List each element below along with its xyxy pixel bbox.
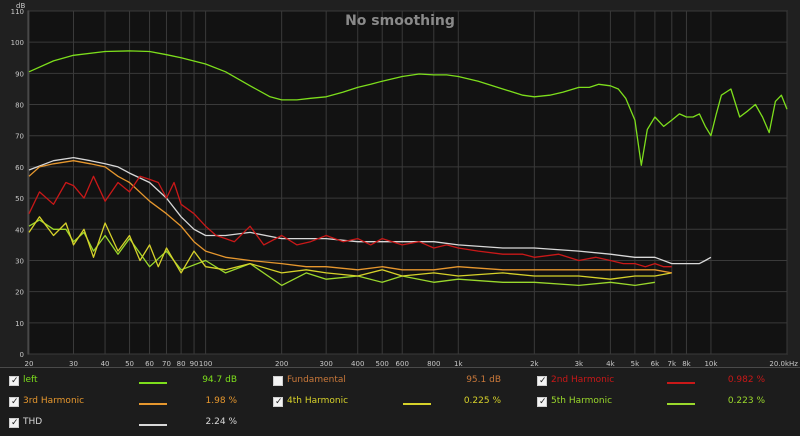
legend-item-5th-harmonic[interactable]: ✓ 5th Harmonic 0.223 %: [537, 394, 765, 412]
legend-label-2nd-harmonic: 2nd Harmonic: [551, 375, 615, 385]
series-line-left: [28, 50, 788, 166]
legend-checkbox-left[interactable]: ✓: [9, 376, 19, 386]
y-tick-label: 110: [11, 8, 24, 16]
legend-swatch-2nd-harmonic: [667, 382, 695, 384]
x-axis-unit-label: Hz: [789, 360, 798, 366]
legend-value-fundamental: 95.1 dB: [466, 375, 501, 385]
check-icon: ✓: [11, 376, 19, 386]
x-tick-label: 30: [69, 360, 78, 366]
legend-swatch-3rd-harmonic: [139, 403, 167, 405]
legend-item-2nd-harmonic[interactable]: ✓ 2nd Harmonic 0.982 %: [537, 373, 765, 391]
frequency-response-chart: No smoothing dB Hz 010203040506070809010…: [10, 2, 799, 366]
y-tick-label: 70: [15, 133, 24, 141]
legend-checkbox-5th-harmonic[interactable]: ✓: [537, 397, 547, 407]
x-tick-label: 1k: [454, 360, 463, 366]
legend-value-4th-harmonic: 0.225 %: [463, 396, 501, 406]
legend-value-5th-harmonic: 0.223 %: [727, 396, 765, 406]
legend-label-left: left: [23, 375, 38, 385]
check-icon: ✓: [275, 397, 283, 407]
legend-label-4th-harmonic: 4th Harmonic: [287, 396, 349, 406]
legend-label-thd: THD: [23, 417, 43, 427]
x-tick-label: 70: [162, 360, 171, 366]
check-icon: ✓: [11, 397, 19, 407]
x-tick-label: 20: [25, 360, 34, 366]
x-tick-label: 10k: [704, 360, 718, 366]
legend-checkbox-3rd-harmonic[interactable]: ✓: [9, 397, 19, 407]
series-line-thd: [28, 156, 712, 265]
x-tick-label: 8k: [682, 360, 691, 366]
x-tick-label: 800: [427, 360, 440, 366]
x-tick-label: 7k: [668, 360, 677, 366]
y-tick-label: 0: [20, 351, 24, 359]
y-tick-label: 40: [15, 226, 24, 234]
y-tick-label: 30: [15, 257, 24, 265]
x-tick-label: 90: [190, 360, 199, 366]
x-tick-label: 600: [396, 360, 409, 366]
check-icon: ✓: [11, 418, 19, 428]
y-tick-label: 10: [15, 320, 24, 328]
legend-checkbox-2nd-harmonic[interactable]: ✓: [537, 376, 547, 386]
x-tick-label: 5k: [631, 360, 640, 366]
legend-item-3rd-harmonic[interactable]: ✓ 3rd Harmonic 1.98 %: [9, 394, 237, 412]
x-tick-label: 40: [101, 360, 110, 366]
x-tick-label: 6k: [651, 360, 660, 366]
x-tick-label: 80: [177, 360, 186, 366]
series-line-3rd-harmonic: [28, 160, 672, 274]
series-line-4th-harmonic: [28, 216, 672, 280]
chart-title: No smoothing: [345, 13, 455, 29]
legend-item-fundamental[interactable]: Fundamental 95.1 dB: [273, 373, 501, 391]
y-tick-label: 100: [11, 39, 24, 47]
legend-item-left[interactable]: ✓ left 94.7 dB: [9, 373, 237, 391]
legend-swatch-5th-harmonic: [667, 403, 695, 405]
check-icon: ✓: [539, 376, 547, 386]
x-tick-label: 20.0k: [769, 360, 790, 366]
x-tick-label: 4k: [606, 360, 615, 366]
check-icon: ✓: [539, 397, 547, 407]
legend-value-2nd-harmonic: 0.982 %: [727, 375, 765, 385]
x-tick-label: 3k: [575, 360, 584, 366]
y-tick-label: 80: [15, 102, 24, 110]
legend-label-fundamental: Fundamental: [287, 375, 346, 385]
legend-swatch-4th-harmonic: [403, 403, 431, 405]
x-tick-label: 100: [199, 360, 212, 366]
x-tick-label: 50: [125, 360, 134, 366]
y-tick-label: 20: [15, 289, 24, 297]
legend-item-thd[interactable]: ✓ THD 2.24 %: [9, 415, 237, 433]
x-tick-label: 400: [351, 360, 364, 366]
y-axis-unit-label: dB: [16, 2, 25, 10]
legend-value-thd: 2.24 %: [205, 417, 237, 427]
legend-label-5th-harmonic: 5th Harmonic: [551, 396, 613, 406]
legend-swatch-thd: [139, 424, 167, 426]
legend-checkbox-fundamental[interactable]: [273, 376, 283, 386]
legend-label-3rd-harmonic: 3rd Harmonic: [23, 396, 85, 406]
series-line-5th-harmonic: [28, 219, 655, 287]
series-line-2nd-harmonic: [28, 175, 672, 268]
x-tick-label: 60: [145, 360, 154, 366]
y-tick-label: 60: [15, 164, 24, 172]
x-tick-label: 2k: [530, 360, 539, 366]
legend-panel: ✓ left 94.7 dB Fundamental 95.1 dB ✓ 2nd…: [0, 367, 800, 436]
legend-swatch-left: [139, 382, 167, 384]
legend-value-left: 94.7 dB: [202, 375, 237, 385]
legend-item-4th-harmonic[interactable]: ✓ 4th Harmonic 0.225 %: [273, 394, 501, 412]
x-tick-label: 200: [275, 360, 288, 366]
legend-checkbox-thd[interactable]: ✓: [9, 418, 19, 428]
y-tick-label: 90: [15, 70, 24, 78]
x-tick-label: 300: [319, 360, 332, 366]
x-tick-label: 500: [376, 360, 389, 366]
legend-value-3rd-harmonic: 1.98 %: [205, 396, 237, 406]
y-tick-label: 50: [15, 195, 24, 203]
legend-checkbox-4th-harmonic[interactable]: ✓: [273, 397, 283, 407]
